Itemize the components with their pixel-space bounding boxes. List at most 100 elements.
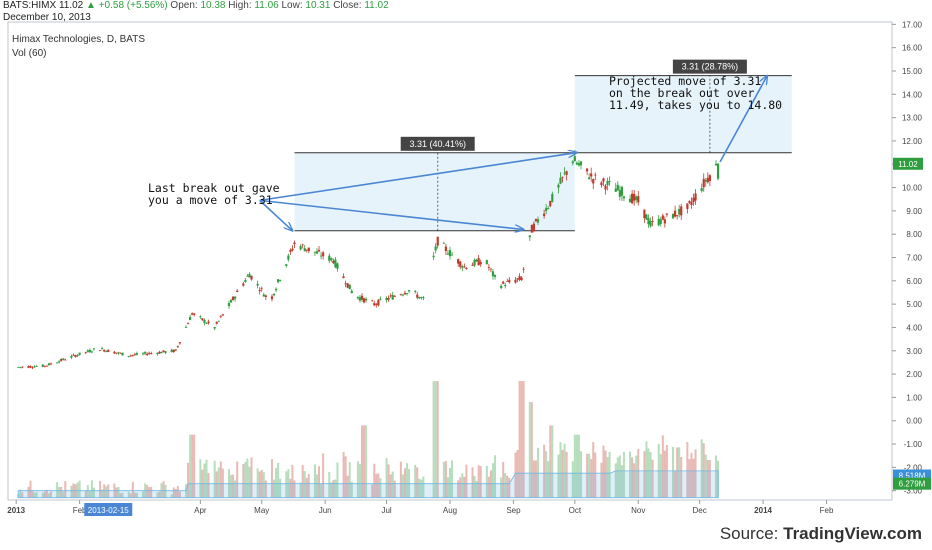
symbol-label: BATS:HIMX: [3, 0, 57, 11]
candle-body: [358, 297, 362, 301]
volume-bar: [189, 434, 192, 498]
volume-bar: [193, 434, 196, 498]
candle-body: [58, 361, 61, 363]
candle-body: [322, 252, 325, 257]
candle-body: [84, 351, 87, 353]
candle-body: [647, 218, 650, 225]
candle-body: [516, 278, 519, 280]
candle-body: [35, 366, 38, 367]
candle-body: [551, 194, 554, 202]
candle-body: [287, 255, 290, 260]
candle-body: [201, 318, 204, 321]
candle-body: [313, 251, 317, 253]
candle-body: [399, 294, 402, 296]
candle-body: [373, 303, 376, 306]
candle-body: [401, 294, 405, 296]
volume-bar: [491, 463, 494, 498]
candle-body: [676, 215, 679, 217]
candle-body: [673, 210, 677, 217]
volume-bar: [315, 474, 318, 498]
candle-body: [315, 251, 319, 254]
volume-bar: [475, 480, 478, 498]
candle-body: [450, 254, 454, 256]
candle-body: [231, 296, 235, 301]
volume-tag-label: 6.279M: [899, 480, 926, 489]
volume-bar: [256, 468, 259, 498]
volume-bar: [330, 482, 333, 498]
candle-body: [78, 352, 81, 355]
volume-bar: [176, 486, 179, 498]
volume-bar: [58, 486, 61, 498]
candle-body: [536, 219, 540, 223]
volume-bar: [477, 465, 480, 498]
volume-bar: [205, 459, 208, 498]
volume-bar: [457, 480, 460, 498]
volume-bar: [680, 456, 683, 498]
candle-body: [115, 352, 118, 354]
candle-body: [588, 177, 591, 179]
candle-body: [305, 249, 308, 251]
candle-body: [332, 260, 335, 264]
volume-bar: [262, 472, 265, 498]
candle-body: [227, 302, 231, 307]
volume-bar: [350, 481, 353, 498]
candle-body: [272, 293, 276, 296]
volume-bar: [129, 493, 132, 498]
y-tick-label: 8.00: [906, 230, 922, 239]
x-tick-label: Aug: [443, 506, 457, 515]
y-tick-label: 13.00: [902, 114, 923, 123]
volume-bar: [532, 460, 535, 498]
volume-bar: [406, 463, 409, 498]
volume-bar: [164, 484, 167, 498]
volume-bar: [451, 460, 454, 498]
candle-body: [207, 321, 210, 324]
candle-body: [242, 283, 245, 286]
candle-body: [686, 203, 689, 209]
volume-bar: [150, 486, 153, 498]
candle-body: [502, 281, 505, 284]
candle-body: [160, 352, 163, 354]
candle-body: [475, 259, 478, 262]
volume-bar: [420, 479, 423, 498]
candle-body: [508, 279, 511, 283]
volume-bar: [659, 454, 662, 498]
candle-body: [465, 267, 468, 270]
volume-bar: [418, 478, 421, 498]
x-date-tag: [84, 503, 133, 516]
candle-body: [47, 363, 51, 366]
candle-body: [178, 342, 181, 344]
volume-bar: [285, 471, 288, 498]
volume-bar: [234, 480, 237, 498]
candle-body: [671, 213, 675, 219]
candle-body: [330, 257, 333, 261]
open-value: 10.38: [200, 0, 226, 11]
volume-bar: [534, 460, 537, 498]
volume-bar: [279, 478, 282, 498]
volume-bar: [117, 487, 120, 498]
candle-body: [530, 224, 533, 233]
candle-body: [659, 219, 662, 224]
volume-bar: [146, 484, 149, 498]
candle-body: [471, 264, 474, 266]
candle-body: [377, 299, 380, 306]
volume-bar: [708, 460, 711, 498]
volume-bar: [694, 449, 697, 498]
candle-body: [60, 358, 63, 361]
volume-bar: [588, 453, 591, 498]
candle-body: [590, 173, 593, 177]
last-price-tag-label: 11.02: [898, 160, 918, 169]
volume-bar: [672, 446, 675, 498]
measure-box: [574, 75, 792, 153]
y-tick-label: 5.00: [906, 300, 922, 309]
candle-body: [594, 174, 597, 176]
candle-body: [41, 364, 44, 367]
volume-bar: [250, 457, 253, 498]
volume-bar: [215, 471, 218, 498]
annotation-arrow: [259, 199, 524, 229]
candle-body: [141, 353, 145, 355]
volume-bar: [563, 443, 566, 498]
candle-body: [493, 275, 497, 277]
volume-bar: [270, 459, 273, 498]
volume-bar: [449, 467, 451, 498]
